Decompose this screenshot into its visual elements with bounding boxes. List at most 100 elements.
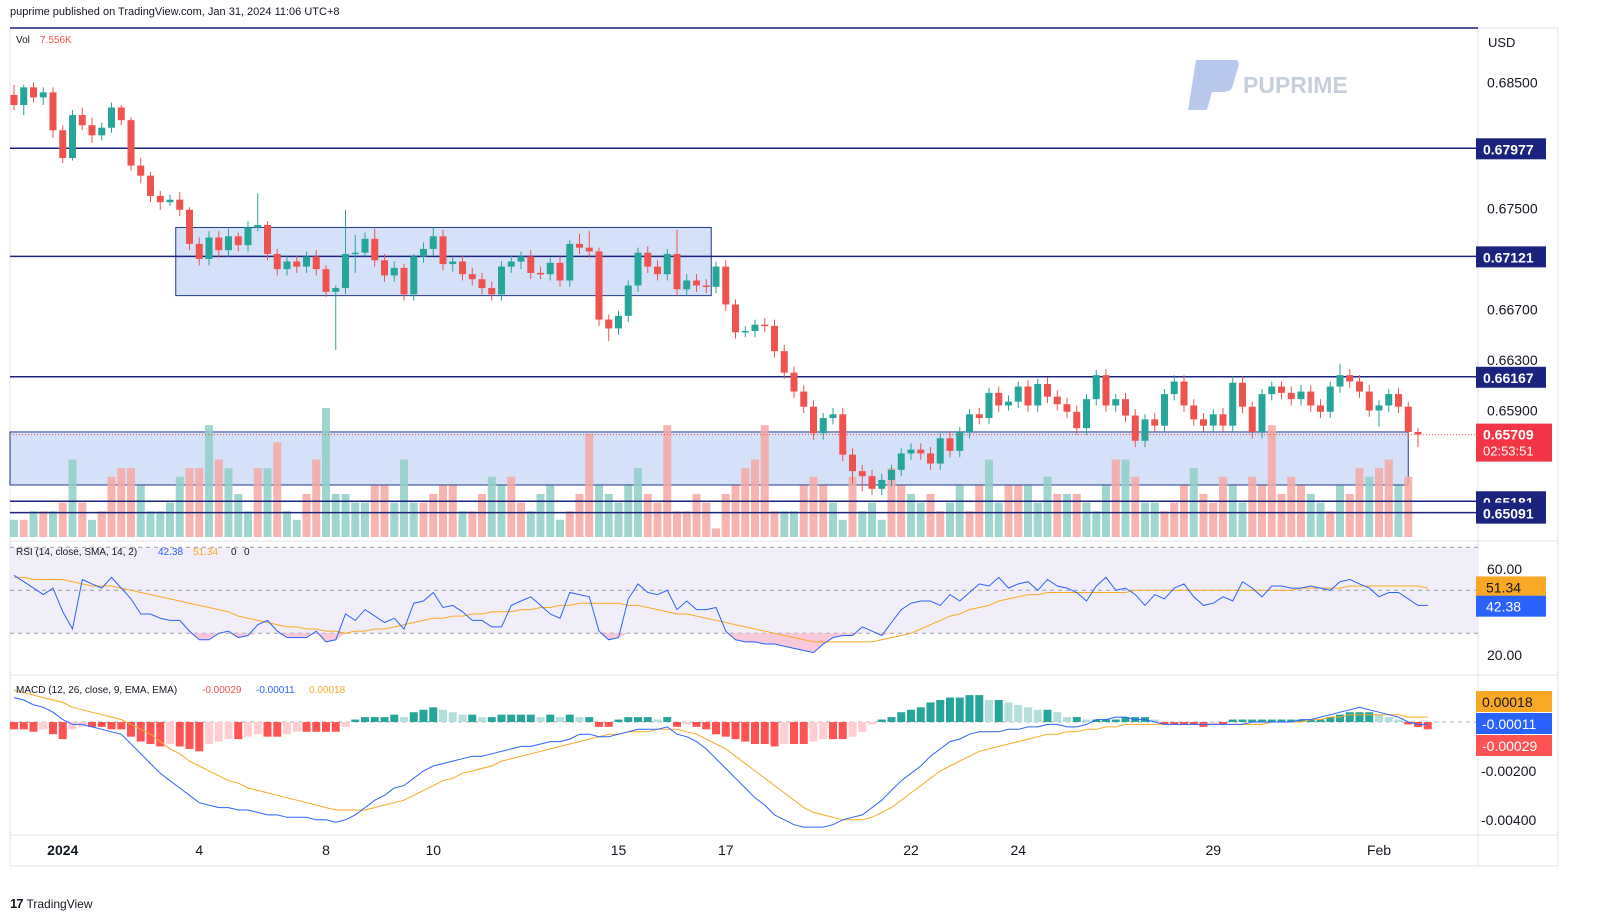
macd-hist-bar-140 [1375,714,1383,722]
candle-body-94 [927,453,934,464]
volume-bar-62 [614,502,623,537]
macd-hist-bar-21 [214,722,223,742]
macd-hist-bar-119 [1170,722,1179,725]
macd-hist-bar-22 [224,722,233,740]
volume-bar-63 [624,485,633,537]
candle-body-51 [507,261,515,267]
volume-bar-143 [1404,476,1413,537]
candle-body-53 [527,256,535,273]
volume-bar-127 [1248,476,1257,537]
volume-bar-40 [400,459,408,537]
candle-body-105 [1034,383,1042,406]
candle-body-25 [254,224,262,228]
tradingview-logo[interactable]: 17 TradingView [10,896,93,911]
candle-body-31 [312,256,320,270]
macd-hist-bar-54 [536,717,545,722]
candle-body-90 [888,469,895,480]
current-price-tag [1476,423,1552,462]
vol-label: Vol [16,35,30,46]
volume-bar-4 [49,511,57,537]
volume-bar-51 [507,476,516,537]
macd-tag [1476,713,1552,734]
volume-bar-57 [565,511,574,537]
volume-bar-95 [936,511,945,537]
macd-hist-bar-113 [1111,719,1120,722]
candle-body-20 [205,237,213,260]
macd-hist-bar-53 [526,714,535,722]
candle-body-16 [166,199,174,203]
volume-bar-113 [1111,459,1120,537]
macd-hist-bar-48 [478,717,486,722]
volume-bar-119 [1170,502,1179,537]
volume-bar-78 [770,511,779,537]
volume-bar-68 [673,511,681,537]
candle-body-24 [244,227,252,246]
volume-bar-116 [1141,502,1149,537]
rsi-tag [1476,595,1546,617]
macd-hist-tag [1476,735,1552,756]
candle-body-97 [956,431,964,451]
volume-bar-110 [1082,502,1091,537]
candle-body-8 [88,125,96,136]
candle-body-4 [49,92,57,131]
volume-bar-23 [234,494,243,537]
macd-hist-bar-107 [1053,712,1062,722]
volume-bar-33 [331,494,340,537]
candle-body-117 [1151,419,1159,426]
macd-hist-bar-0 [10,722,18,730]
macd-hist-bar-19 [195,722,204,752]
vol-value: 7.556K [40,35,72,46]
candle-body-93 [917,449,925,454]
volume-bar-81 [799,485,808,537]
volume-bar-118 [1160,511,1169,537]
candle-body-34 [342,253,349,289]
macd-hist-bar-129 [1267,719,1276,722]
candle-body-98 [966,414,973,432]
macd-hist-tag-label: -0.00029 [1482,738,1537,754]
volume-bar-16 [166,502,174,537]
volume-bar-124 [1219,476,1227,537]
macd-hist-bar-124 [1219,722,1227,725]
candle-body-109 [1073,411,1081,429]
macd-hist-bar-71 [702,722,711,730]
volume-bar-135 [1326,511,1335,537]
candle-body-22 [225,236,232,251]
volume-bar-102 [1004,485,1013,537]
time-tick-5: 17 [718,842,734,858]
candle-body-102 [1005,401,1012,406]
macd-hist-bar-28 [283,722,291,735]
candle-body-85 [839,414,847,455]
volume-bar-5 [58,502,67,537]
candle-body-55 [546,262,554,275]
macd-hist-bar-67 [663,717,672,722]
candle-body-37 [371,238,379,261]
time-tick-3: 10 [425,842,441,858]
candle-body-89 [878,479,886,489]
level-tag-3 [1476,366,1546,388]
candle-body-61 [605,319,613,329]
volume-bar-28 [283,511,291,537]
volume-bar-64 [634,468,642,537]
volume-bar-131 [1287,476,1296,537]
macd-hist-bar-111 [1092,719,1101,722]
candle-body-13 [137,165,145,176]
zone-rect-1 [9,431,1409,486]
macd-hist-bar-47 [468,714,477,722]
volume-bar-98 [965,511,974,537]
candle-body-27 [273,253,281,270]
price-tick-3: 0.66300 [1487,352,1538,368]
candle-body-103 [1014,386,1022,402]
volume-bar-43 [429,494,438,537]
volume-bar-129 [1267,425,1276,537]
volume-bar-128 [1258,485,1266,537]
candle-body-44 [439,236,447,265]
candle-body-124 [1219,414,1227,426]
currency-label: USD [1488,35,1515,50]
level-tag-5 [1476,502,1546,524]
candle-body-60 [595,251,603,320]
rsi-sma-line [14,576,1428,643]
candle-body-135 [1326,386,1334,412]
candle-body-141 [1385,394,1393,406]
candle-body-92 [907,449,915,454]
